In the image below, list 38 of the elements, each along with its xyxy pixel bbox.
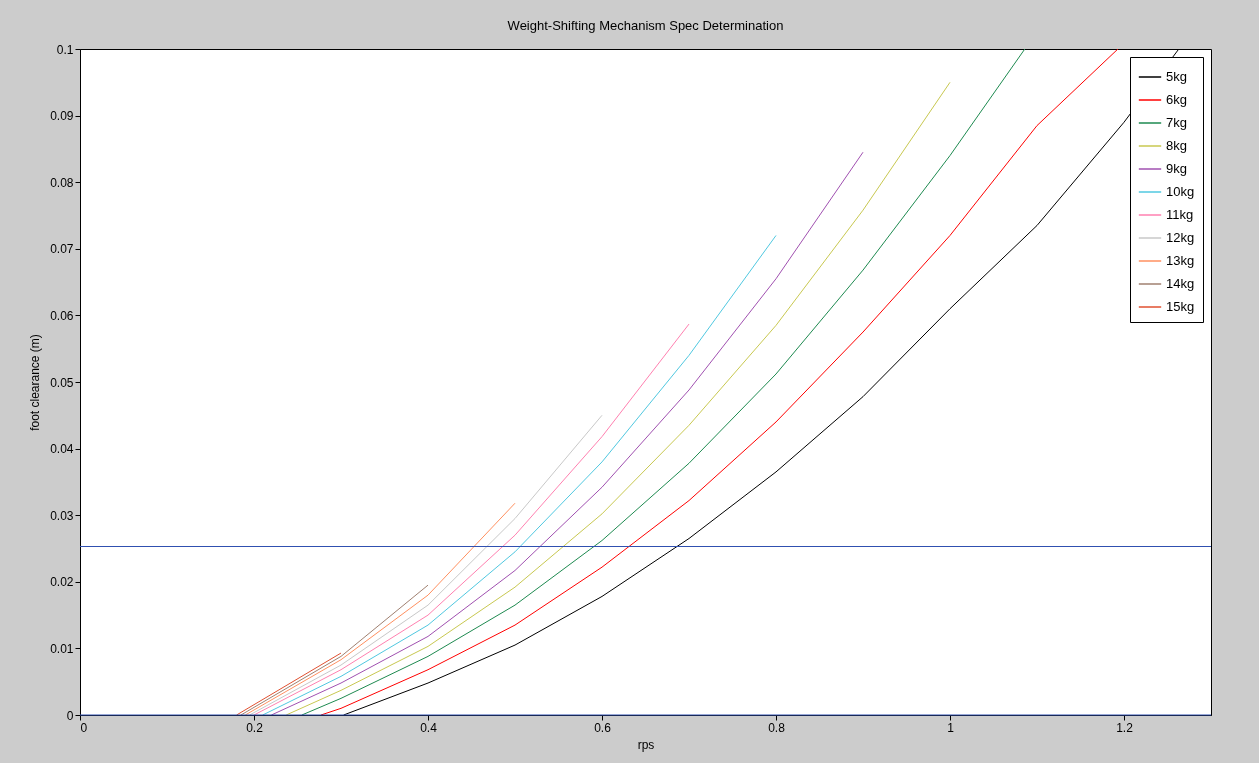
x-tick-label: 1: [947, 720, 955, 735]
legend-label: 7kg: [1166, 115, 1187, 130]
legend-label: 14kg: [1166, 276, 1195, 291]
x-tick-label: 0: [80, 720, 88, 735]
line-series: [262, 234, 777, 715]
y-tick-label: 0.04: [50, 442, 74, 457]
y-tick-label: 0.01: [50, 641, 74, 656]
y-tick-label: 0.08: [50, 175, 74, 190]
legend-label: 5kg: [1166, 69, 1187, 84]
line-series: [270, 151, 864, 715]
legend-label: 10kg: [1166, 184, 1195, 199]
y-tick-label: 0.09: [50, 109, 74, 124]
legend-label: 6kg: [1166, 92, 1187, 107]
y-axis-title: foot clearance (m): [28, 334, 43, 431]
y-tick-label: 0.02: [50, 575, 74, 590]
line-series: [253, 323, 690, 715]
x-axis-title: rps: [637, 737, 655, 752]
line-series: [285, 81, 951, 715]
x-tick-label: 0.6: [594, 720, 612, 735]
line-series: [244, 502, 516, 715]
x-tick-label: 0.2: [246, 720, 264, 735]
y-tick-label: 0.1: [56, 42, 74, 57]
chart-title: Weight-Shifting Mechanism Spec Determination: [507, 18, 784, 33]
x-tick-label: 0.4: [420, 720, 438, 735]
line-series: [249, 414, 603, 715]
y-tick-label: 0: [66, 708, 74, 723]
legend-label: 12kg: [1166, 230, 1195, 245]
legend-label: 13kg: [1166, 253, 1195, 268]
legend-label: 9kg: [1166, 161, 1187, 176]
legend-label: 11kg: [1166, 207, 1194, 222]
y-tick-label: 0.03: [50, 508, 74, 523]
legend-label: 15kg: [1166, 299, 1195, 314]
x-tick-label: 1.2: [1116, 720, 1134, 735]
y-tick-label: 0.07: [50, 242, 74, 257]
x-tick-label: 0.8: [768, 720, 786, 735]
legend-label: 8kg: [1166, 138, 1187, 153]
y-tick-label: 0.05: [50, 375, 74, 390]
y-tick-label: 0.06: [50, 308, 74, 323]
